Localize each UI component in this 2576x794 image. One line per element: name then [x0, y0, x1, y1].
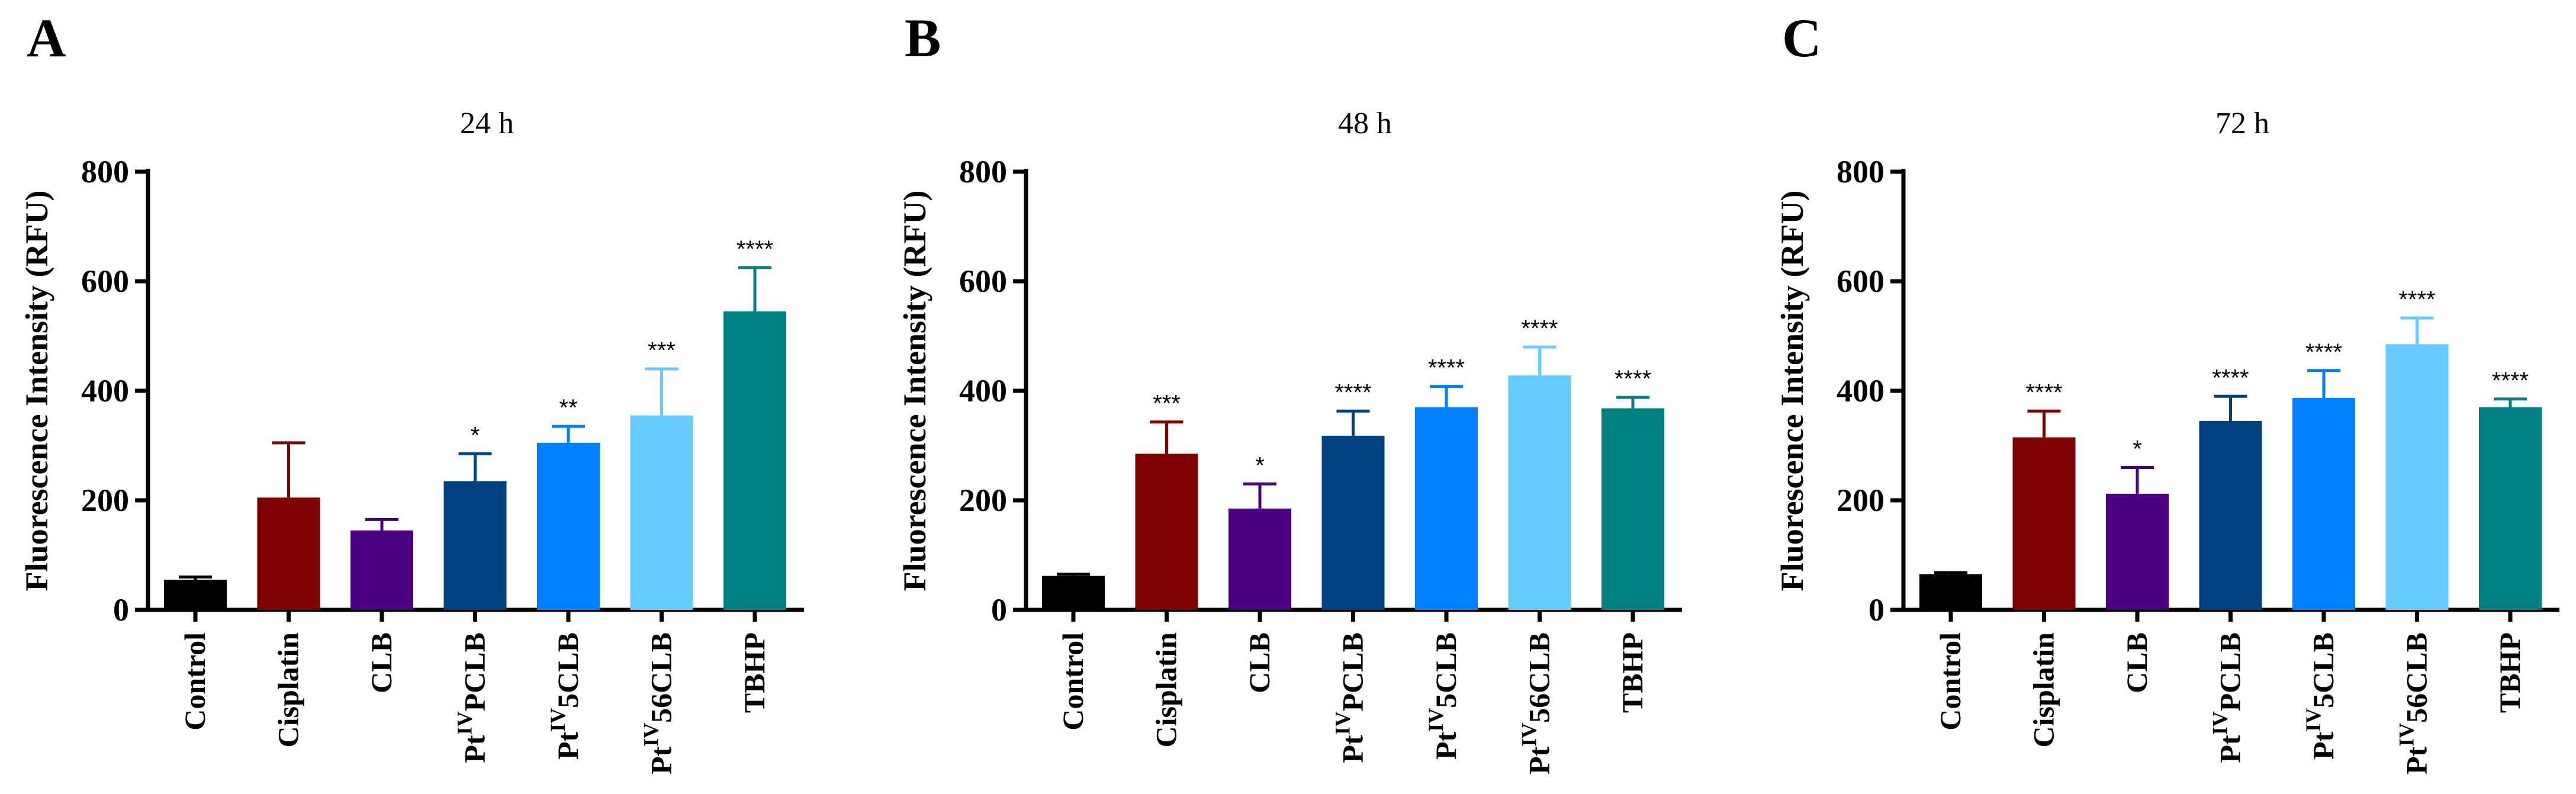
bar-ptivpclb: [2199, 420, 2262, 610]
bar-tbhp: [723, 311, 786, 610]
significance-label: *: [1255, 452, 1265, 478]
significance-label: ****: [2305, 339, 2342, 365]
x-tick-label: CLB: [2120, 632, 2153, 693]
y-tick-label: 0: [113, 592, 129, 628]
x-tick-label: PtIVPCLB: [2208, 632, 2247, 763]
x-tick-label: PtIV5CLB: [546, 632, 584, 760]
significance-label: *: [2133, 436, 2142, 462]
y-tick-label: 800: [1837, 154, 1884, 189]
significance-label: ****: [2398, 287, 2435, 313]
x-tick-label: PtIVPCLB: [1331, 632, 1369, 763]
bar-ptiv56clb: [1508, 375, 1571, 610]
bar-tbhp: [1601, 408, 1664, 610]
y-tick-label: 600: [81, 263, 129, 299]
y-tick-label: 200: [959, 483, 1007, 518]
panel-letter: C: [1782, 8, 1821, 68]
bar-ptiv56clb: [630, 415, 693, 610]
x-tick-label: PtIV5CLB: [1424, 632, 1462, 760]
bar-ptiv5clb: [537, 442, 600, 610]
y-tick-label: 400: [81, 373, 129, 409]
x-tick-label: Cisplatin: [2027, 632, 2060, 748]
significance-label: **: [559, 395, 577, 421]
bar-control: [1919, 574, 1982, 610]
x-tick-label: TBHP: [1616, 632, 1649, 713]
bar-clb: [350, 530, 413, 610]
bar-control: [1042, 576, 1105, 610]
significance-label: ***: [648, 337, 676, 364]
significance-label: ****: [1521, 316, 1558, 342]
x-tick-label: Cisplatin: [272, 632, 305, 748]
y-tick-label: 600: [1837, 263, 1884, 299]
significance-label: *: [471, 422, 480, 448]
panel-b: B 48 h Fluorescence Intensity (RFU) 0 200 400…: [897, 8, 1682, 774]
bar-tbhp: [2479, 407, 2542, 610]
panel-a: A 24 h Fluorescence Intensity (RFU) 0 200 400…: [19, 8, 804, 774]
x-tick-label: PtIV5CLB: [2301, 632, 2340, 760]
x-tick-label: TBHP: [738, 632, 771, 713]
bar-cisplatin: [2012, 437, 2076, 610]
x-tick-label: PtIV56CLB: [639, 632, 678, 774]
y-tick-label: 400: [959, 373, 1007, 409]
y-tick-label: 400: [1837, 373, 1884, 409]
y-tick-label: 600: [959, 263, 1007, 299]
y-tick-label: 800: [959, 154, 1007, 189]
x-tick-label: Cisplatin: [1150, 632, 1183, 748]
panel-letter: A: [27, 8, 66, 68]
y-tick-label: 0: [1869, 592, 1884, 628]
bar-clb: [2106, 493, 2169, 610]
bar-ptivpclb: [443, 481, 507, 610]
chart-title: 72 h: [2215, 107, 2269, 140]
panel-c: C 72 h Fluorescence Intensity (RFU) 0 200 400…: [1774, 8, 2559, 774]
significance-label: ****: [737, 236, 773, 262]
significance-label: ****: [2025, 380, 2062, 406]
y-tick-label: 200: [1837, 483, 1884, 518]
y-axis-label: Fluorescence Intensity (RFU): [897, 191, 932, 592]
bar-ptiv5clb: [1415, 407, 1478, 610]
y-axis-label: Fluorescence Intensity (RFU): [1774, 191, 1810, 592]
x-tick-label: PtIVPCLB: [453, 632, 491, 763]
y-tick-label: 800: [81, 154, 129, 189]
x-tick-label: Control: [1056, 632, 1089, 731]
x-tick-label: TBHP: [2493, 632, 2526, 713]
significance-label: ****: [2492, 368, 2529, 394]
significance-label: ****: [1615, 366, 1651, 392]
x-tick-label: CLB: [365, 632, 398, 693]
bar-clb: [1228, 508, 1291, 610]
y-axis-label: Fluorescence Intensity (RFU): [19, 191, 54, 592]
x-tick-label: Control: [178, 632, 211, 731]
bar-ptiv56clb: [2385, 344, 2449, 610]
y-tick-label: 200: [81, 483, 129, 518]
x-tick-label: CLB: [1243, 632, 1276, 693]
significance-label: ****: [1428, 355, 1465, 381]
bar-control: [164, 580, 227, 610]
chart-title: 48 h: [1338, 107, 1392, 140]
bar-ptiv5clb: [2292, 398, 2355, 610]
bar-cisplatin: [1135, 454, 1198, 610]
y-tick-label: 0: [991, 592, 1007, 628]
significance-label: ***: [1153, 391, 1181, 417]
x-tick-label: Control: [1934, 632, 1967, 731]
significance-label: ****: [1334, 380, 1371, 406]
significance-label: ****: [2212, 365, 2249, 391]
chart-title: 24 h: [460, 107, 514, 140]
bar-ptivpclb: [1321, 435, 1385, 610]
bar-cisplatin: [257, 497, 320, 610]
x-tick-label: PtIV56CLB: [1517, 632, 1556, 774]
x-tick-label: PtIV56CLB: [2395, 632, 2433, 774]
panel-letter: B: [905, 8, 941, 68]
